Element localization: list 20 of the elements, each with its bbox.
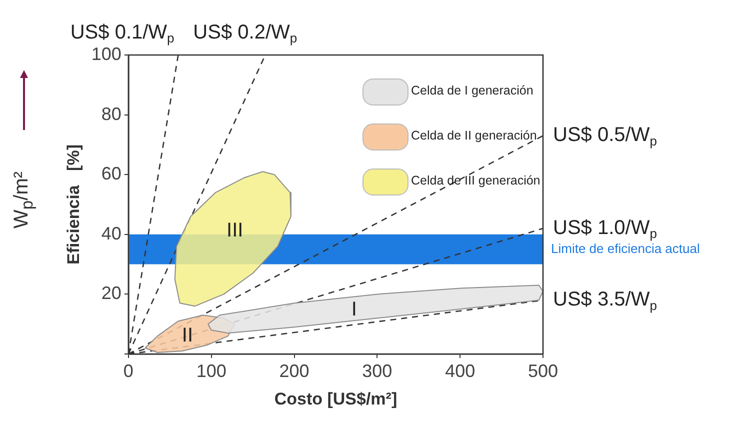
annotation: I <box>351 298 357 321</box>
y-tick-label: 40 <box>101 223 122 244</box>
y-tick-label: 60 <box>101 164 122 184</box>
x-tick-label: 300 <box>362 360 392 381</box>
y-tick-label: 100 <box>91 44 122 64</box>
y-axis-title: Eficiencia [%] <box>64 144 83 264</box>
x-tick-label: 500 <box>528 360 558 381</box>
x-tick-label: 100 <box>196 360 226 381</box>
annotation: II <box>182 324 194 346</box>
x-axis-title: Costo [US$/m²] <box>274 389 398 408</box>
y-tick-label: 80 <box>101 104 122 124</box>
x-tick-label: 200 <box>279 360 310 381</box>
legend-label: Celda de III generación <box>411 173 540 188</box>
annotation: III <box>226 220 244 242</box>
x-tick-label: 0 <box>123 360 134 381</box>
legend-label: Celda de I generación <box>411 83 534 98</box>
band-label: Limite de eficiencia actual <box>551 240 700 256</box>
x-tick-label: 400 <box>445 360 476 381</box>
y-tick-label: 20 <box>101 283 122 304</box>
legend-label: Celda de II generación <box>411 128 537 142</box>
